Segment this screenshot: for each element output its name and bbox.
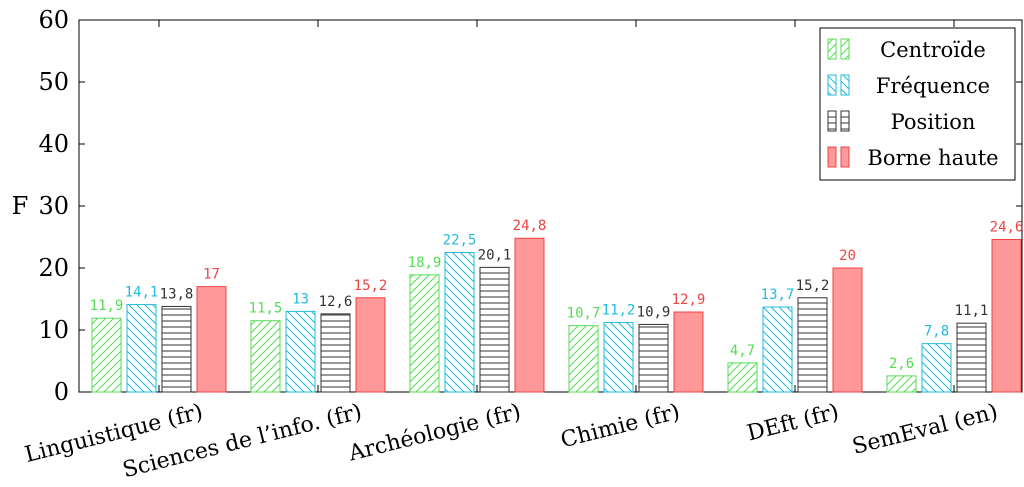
bar <box>250 320 281 393</box>
bar <box>638 323 669 393</box>
y-tick-label: 40 <box>38 130 69 158</box>
legend-swatch <box>840 110 850 132</box>
legend-entry-label: Fréquence <box>876 74 990 98</box>
y-tick-label: 20 <box>38 254 69 282</box>
data-label: 12,6 <box>319 294 353 310</box>
category-label: DEft (fr) <box>745 400 842 447</box>
bar <box>196 286 227 393</box>
bar <box>673 311 704 393</box>
y-tick-label: 30 <box>38 192 69 220</box>
data-label: 7,8 <box>924 324 949 340</box>
bar <box>409 274 440 393</box>
legend-swatch <box>840 38 850 60</box>
bar <box>355 297 386 393</box>
y-tick-label: 50 <box>38 68 69 96</box>
data-label: 11,2 <box>602 303 636 319</box>
data-label: 11,5 <box>249 301 283 317</box>
data-label: 24,6 <box>990 219 1024 235</box>
bar <box>285 310 316 393</box>
bar <box>886 375 917 393</box>
data-label: 14,1 <box>125 285 159 301</box>
data-label: 13,7 <box>761 287 795 303</box>
data-label: 10,7 <box>567 306 601 322</box>
bar <box>91 317 122 393</box>
data-label: 15,2 <box>354 278 388 294</box>
bar <box>161 305 192 393</box>
legend-swatch <box>827 38 837 60</box>
legend-swatch <box>827 110 837 132</box>
bar <box>126 304 157 393</box>
data-label: 13 <box>292 291 309 307</box>
legend-swatch <box>840 74 850 96</box>
data-label: 2,6 <box>889 356 914 372</box>
data-label: 24,8 <box>513 218 547 234</box>
legend-entry-label: Borne haute <box>867 146 998 170</box>
category-label: Chimie (fr) <box>558 400 682 454</box>
data-label: 20 <box>839 248 856 264</box>
category-label: Archéologie (fr) <box>345 400 523 467</box>
y-axis-label: F <box>12 192 29 220</box>
category-label: SemEval (en) <box>850 400 1001 460</box>
legend-box <box>819 27 1016 181</box>
bar <box>320 313 351 393</box>
data-label: 13,8 <box>160 286 194 302</box>
data-label: 20,1 <box>478 247 512 263</box>
y-tick-label: 60 <box>38 6 69 34</box>
data-label: 11,1 <box>955 303 989 319</box>
bar <box>832 267 863 393</box>
legend-entry-label: Centroïde <box>880 38 986 62</box>
legend-entry-label: Position <box>891 110 976 134</box>
legend-swatch <box>827 74 837 96</box>
y-tick-label: 10 <box>38 316 69 344</box>
y-tick-label: 0 <box>54 378 69 406</box>
bar <box>727 362 758 393</box>
bar <box>956 322 987 393</box>
data-label: 18,9 <box>408 255 442 271</box>
data-label: 22,5 <box>443 233 477 249</box>
data-label: 15,2 <box>796 278 830 294</box>
bar <box>568 325 599 393</box>
legend-swatch <box>840 146 850 168</box>
bar <box>762 306 793 393</box>
legend: Centroïde Fréquence Position Borne haute <box>819 27 1016 181</box>
bar <box>444 252 475 393</box>
bar <box>514 237 545 393</box>
data-label: 12,9 <box>672 292 706 308</box>
bar <box>603 322 634 393</box>
bar <box>991 238 1022 393</box>
data-label: 11,9 <box>90 298 124 314</box>
data-label: 17 <box>203 267 220 283</box>
bar <box>479 266 510 393</box>
data-label: 10,9 <box>637 304 671 320</box>
data-label: 4,7 <box>730 343 755 359</box>
bar <box>921 343 952 393</box>
legend-swatch <box>827 146 837 168</box>
bar <box>797 297 828 393</box>
bars <box>91 237 1022 393</box>
